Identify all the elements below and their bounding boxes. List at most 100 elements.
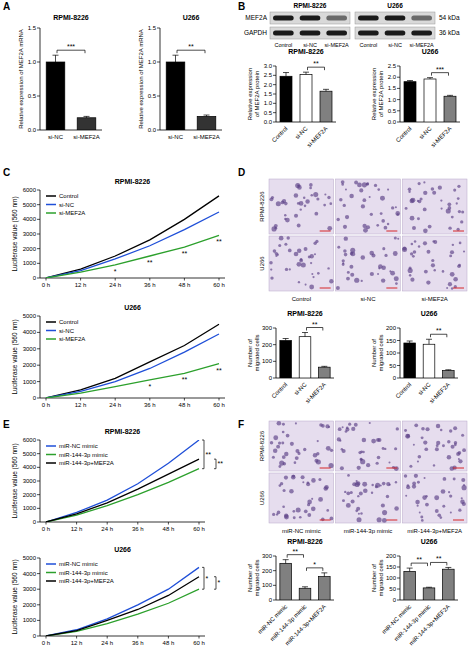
y-axis	[40, 440, 41, 522]
micrographs: RPMI-8226U266miR-NC mimicmiR-144-3p mimi…	[259, 421, 467, 534]
cell	[458, 459, 462, 463]
blot-group-label: RPMI-8226	[294, 2, 327, 9]
cell	[276, 201, 281, 206]
significance-label: **	[182, 250, 188, 257]
cell	[282, 423, 285, 426]
y-tick	[37, 481, 40, 482]
micrograph	[336, 421, 401, 471]
x-tick-label: 48 h	[163, 640, 175, 646]
cell	[297, 202, 300, 205]
y-tick	[37, 316, 40, 317]
x-tick-label: miR-144-3p mimic	[269, 603, 308, 642]
bar	[423, 344, 435, 378]
cell	[407, 484, 410, 487]
error-bar	[302, 587, 308, 588]
error-bar	[303, 72, 309, 74]
error-bar	[84, 116, 90, 117]
x-tick	[168, 636, 169, 639]
micrograph	[402, 421, 467, 471]
cell	[362, 182, 367, 187]
y-tick-label: 4000	[23, 464, 37, 470]
significance-bracket	[431, 334, 447, 337]
x-tick-label: si-MEF2A	[306, 125, 329, 148]
blot-band	[411, 31, 432, 36]
blot-band	[326, 31, 347, 36]
bar-chart: RPMI-82260.00.51.01.5Relative expression…	[18, 14, 102, 140]
cell	[457, 185, 460, 188]
cell	[273, 448, 278, 453]
error-bar	[445, 369, 451, 371]
cell	[344, 253, 348, 257]
x-tick	[115, 278, 116, 281]
column-label: si-NC	[361, 296, 377, 302]
cell	[303, 448, 306, 451]
cell	[414, 240, 417, 243]
legend: miR-NC mimicmiR-144-3p mimicmiR-144-3p+M…	[46, 443, 114, 466]
error-cap	[53, 55, 59, 56]
cell	[284, 214, 287, 217]
cell	[442, 270, 445, 273]
y-tick	[37, 278, 40, 279]
bar	[444, 96, 456, 122]
x-tick-label: Control	[395, 125, 413, 143]
cell	[395, 206, 397, 208]
x-tick	[80, 278, 81, 281]
y-tick-label: 0.5	[28, 93, 37, 99]
cell	[377, 456, 381, 460]
error-cap	[426, 339, 432, 340]
cell	[352, 482, 356, 486]
legend-swatch	[46, 454, 56, 456]
cell	[370, 272, 374, 276]
x-tick-label: 36 h	[132, 526, 144, 532]
blot-band	[273, 31, 294, 36]
blot-strip	[355, 12, 435, 24]
x-tick-label: 24 h	[109, 282, 121, 288]
cell	[382, 518, 387, 523]
plot-area	[46, 196, 219, 278]
blot-band	[273, 16, 294, 21]
y-tick	[37, 589, 40, 590]
bar	[280, 563, 292, 600]
y-tick	[273, 112, 276, 113]
error-bar	[283, 73, 289, 77]
legend-swatch	[46, 204, 56, 206]
cell	[273, 435, 278, 440]
line-chart: U2660100020003000400050000 h12 h24 h36 h…	[11, 546, 220, 646]
cell	[386, 495, 389, 498]
x-tick	[184, 278, 185, 281]
cell	[272, 513, 275, 516]
x-tick-label: si-NC	[294, 125, 309, 140]
y-tick-label: 3000	[23, 586, 37, 592]
cell	[412, 255, 415, 258]
x-tick-label: 60 h	[193, 526, 205, 532]
y-tick-label: 0.5	[388, 108, 397, 114]
cell	[309, 285, 314, 290]
cell	[363, 228, 368, 233]
cell	[276, 445, 280, 449]
cell	[278, 442, 281, 445]
cell	[314, 253, 316, 255]
error-cap	[407, 568, 413, 569]
cell	[309, 183, 313, 187]
error-cap	[204, 115, 210, 116]
cell	[417, 481, 420, 484]
blot-protein-label: GAPDH	[244, 29, 267, 36]
y-tick-label: 0.0	[28, 127, 37, 133]
line-chart: RPMI-822601000200030004000500060000 h12 …	[11, 178, 225, 288]
plot-area	[46, 324, 219, 398]
error-cap	[407, 341, 413, 342]
x-tick	[107, 636, 108, 639]
cell	[382, 510, 387, 515]
bar	[319, 577, 331, 600]
cell	[376, 224, 379, 227]
cell	[413, 444, 415, 446]
cell	[283, 462, 286, 465]
cell	[291, 475, 296, 480]
significance-label: **	[218, 460, 224, 467]
y-tick	[37, 467, 40, 468]
cell	[358, 513, 360, 515]
y-tick-label: 0	[33, 633, 37, 639]
cell	[350, 491, 353, 494]
blot-band	[358, 31, 379, 36]
cell	[461, 434, 464, 437]
